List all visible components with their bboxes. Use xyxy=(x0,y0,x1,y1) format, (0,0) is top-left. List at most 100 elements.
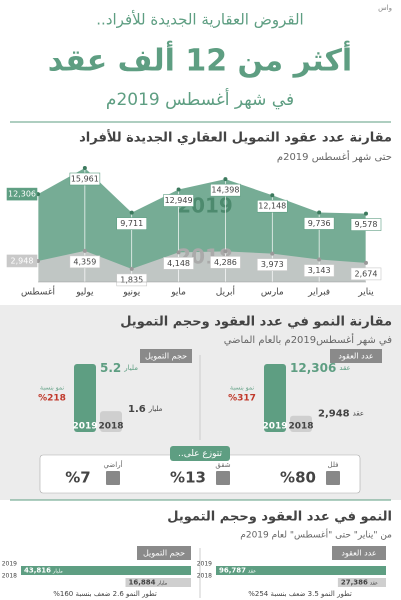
value: 27,386 xyxy=(341,579,368,587)
growth: %317 xyxy=(228,394,256,404)
value-label: 14,398 xyxy=(211,186,239,195)
value-label: 1,835 xyxy=(120,275,143,284)
bar xyxy=(337,578,386,587)
value-label-box xyxy=(256,199,288,213)
value: 16,884 xyxy=(128,579,155,587)
value-label-box xyxy=(116,217,148,230)
bar-value: 2,948 عقد xyxy=(318,409,364,420)
year-label: 2019 xyxy=(72,422,97,432)
point xyxy=(129,266,134,271)
header-title: القروض العقارية الجديدة للأفراد.. xyxy=(96,10,303,29)
point xyxy=(223,249,228,254)
point xyxy=(270,251,275,256)
value-label: 15,961 xyxy=(71,175,99,184)
year-label: 2019 xyxy=(262,422,287,432)
bar-value: 16,884 مليار xyxy=(128,579,167,587)
bar-value: 1.6 مليار xyxy=(128,404,163,415)
unit: مليار xyxy=(52,568,63,574)
bar-value: 43,816 مليار xyxy=(24,567,63,575)
chart-subtitle: حتى شهر أغسطس 2019م xyxy=(277,150,392,163)
value-label: 3,143 xyxy=(308,266,331,275)
distribution-title-box xyxy=(170,446,230,461)
value-label-box xyxy=(256,258,288,271)
point xyxy=(82,166,87,170)
x-tick-label: فبراير xyxy=(307,288,330,298)
point xyxy=(317,210,322,215)
unit: عقد xyxy=(248,568,256,574)
value-label-box xyxy=(163,257,194,270)
value-label-box xyxy=(163,194,194,207)
point xyxy=(270,193,275,198)
unit: مليار xyxy=(148,405,163,413)
year-label: 2019 xyxy=(2,561,17,568)
x-tick-label: أغسطس xyxy=(21,286,55,298)
icon xyxy=(216,471,230,485)
panel-label: حجم التمويل xyxy=(143,549,185,558)
unit: عقد xyxy=(353,410,364,418)
point xyxy=(176,250,181,255)
x-tick-label: أبريل xyxy=(216,286,235,298)
bar xyxy=(216,566,386,575)
share-label: أراضي xyxy=(103,460,122,469)
point xyxy=(129,210,134,215)
icon xyxy=(106,471,120,485)
section-subtitle: في شهر أغسطس2019م بالعام الماضي xyxy=(224,333,393,346)
value-label-box xyxy=(303,264,335,277)
panel-label-box xyxy=(332,546,386,560)
year-label: 2018 xyxy=(288,422,313,432)
value-label-box xyxy=(116,273,148,287)
year-label: 2018 xyxy=(197,573,212,580)
share-label: فلل xyxy=(328,461,339,469)
area xyxy=(38,168,366,282)
value-label: 9,578 xyxy=(355,220,378,229)
bar xyxy=(100,411,122,432)
section-subtitle: من "يناير" حتى "أغسطس" لعام 2019م xyxy=(240,529,392,541)
unit: عقد xyxy=(339,364,350,372)
year-label: 2018 xyxy=(2,573,17,580)
value-label: 12,949 xyxy=(165,196,193,205)
value-label: 2,948 xyxy=(11,256,34,265)
x-tick-label: يوليو xyxy=(75,288,94,298)
panel-label-box xyxy=(330,349,382,363)
bar-value: 27,386 عقد xyxy=(341,579,378,587)
value-label-box xyxy=(350,267,382,281)
panel-label-box xyxy=(137,546,191,560)
value-label: 9,736 xyxy=(308,219,331,228)
point xyxy=(317,257,322,262)
section-title: مقارنة النمو في عدد العقود وحجم التمويل xyxy=(120,315,392,330)
unit: عقد xyxy=(370,580,378,586)
year-label: 2018 xyxy=(98,422,123,432)
growth: %218 xyxy=(38,394,66,404)
bar xyxy=(74,364,96,432)
value-label-box xyxy=(350,218,382,231)
panel-label: عدد العقود xyxy=(341,549,376,558)
value-label: 3,973 xyxy=(261,260,284,269)
unit: مليار xyxy=(157,580,168,586)
value: 5.2 xyxy=(100,361,121,375)
growth-note: تطور النمو 3.5 ضعف بنسبة 254% xyxy=(248,590,352,598)
share: %13 xyxy=(170,469,206,487)
value-label-box xyxy=(303,217,335,230)
distribution-title: تتوزع على.. xyxy=(178,449,223,459)
growth-label: نمو بنسبة xyxy=(40,385,64,392)
x-tick-label: يونيو xyxy=(122,288,141,298)
point xyxy=(364,211,368,216)
headline: أكثر من 12 ألف عقد xyxy=(48,41,352,79)
header-subtitle: في شهر أغسطس 2019م xyxy=(106,88,294,110)
unit: مليار xyxy=(123,364,138,372)
bar xyxy=(21,566,191,575)
share: %80 xyxy=(280,469,316,487)
x-tick-label: مايو xyxy=(170,288,186,298)
year-label: 2019 xyxy=(197,561,212,568)
bar-value: 96,787 عقد xyxy=(219,567,256,575)
value: 96,787 xyxy=(219,567,246,575)
value-label: 12,148 xyxy=(258,202,286,211)
growth-note: تطور النمو 2.6 ضعف بنسبة 160% xyxy=(53,590,157,598)
bar xyxy=(290,415,312,432)
value-label-box xyxy=(210,256,241,269)
point xyxy=(82,248,87,253)
value: 2,948 xyxy=(318,409,350,420)
value-label: 12,306 xyxy=(8,190,36,199)
value-label-box xyxy=(6,187,38,201)
